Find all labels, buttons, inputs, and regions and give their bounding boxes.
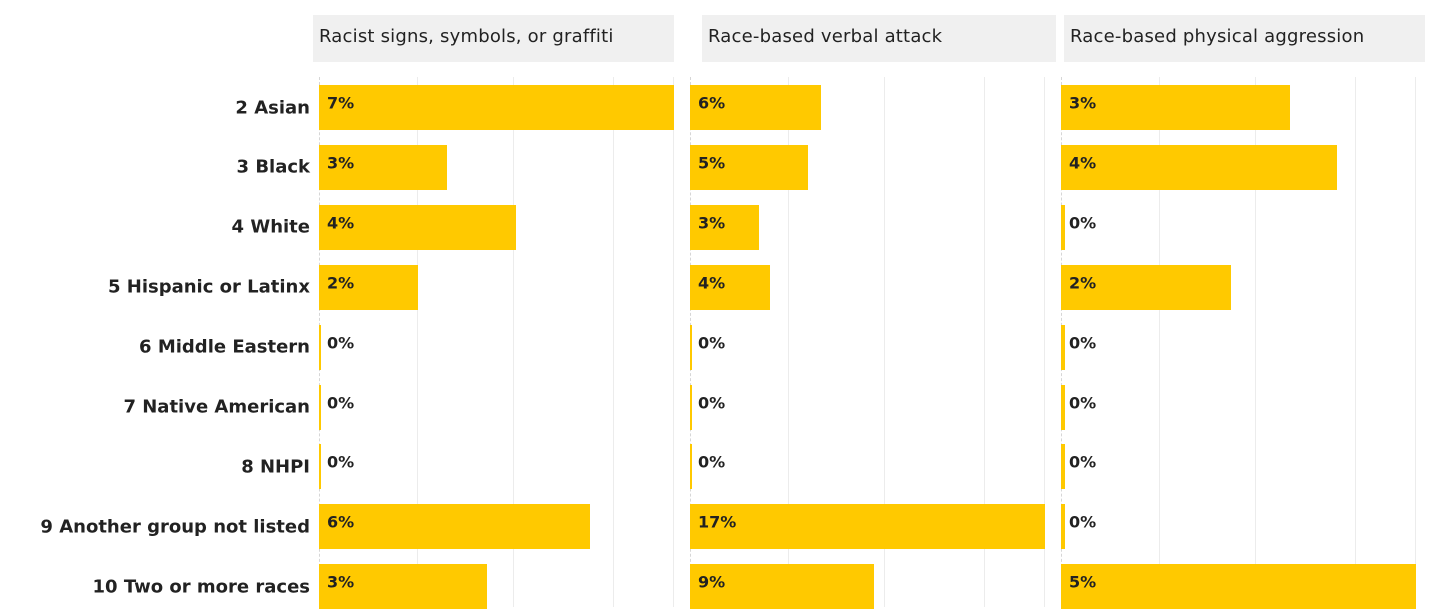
bar-value-label: 5% <box>698 153 726 173</box>
grid-line <box>673 77 674 607</box>
bar-value-label: 0% <box>1069 213 1097 233</box>
bar <box>319 564 487 609</box>
bar <box>319 324 322 370</box>
bar <box>690 204 760 250</box>
panel-header: Race-based verbal attack <box>702 15 1056 62</box>
bar-value-label: 3% <box>327 572 355 592</box>
panel-title: Racist signs, symbols, or graffiti <box>319 26 614 47</box>
bar-value-label: 17% <box>698 512 737 532</box>
row-label: 10 Two or more races <box>92 576 310 598</box>
bar-value-label: 2% <box>1069 273 1097 293</box>
grid-line <box>884 77 885 607</box>
grid-line <box>984 77 985 607</box>
bar <box>690 144 809 190</box>
bar-value-label: 0% <box>698 452 726 472</box>
bar <box>690 264 770 310</box>
bar <box>690 504 1045 550</box>
bar-value-label: 3% <box>698 213 726 233</box>
grid-line <box>1415 77 1416 607</box>
bar-value-label: 5% <box>1069 572 1097 592</box>
bar-value-label: 0% <box>1069 393 1097 412</box>
bar <box>319 85 674 130</box>
bar-value-label: 0% <box>327 452 355 472</box>
row-label: 4 White <box>231 216 310 238</box>
row-label: 6 Middle Eastern <box>139 336 310 358</box>
bar-value-label: 0% <box>327 393 355 412</box>
bar <box>319 384 322 430</box>
bar <box>690 85 821 130</box>
bar-value-label: 3% <box>327 153 355 173</box>
bar-value-label: 7% <box>327 93 355 113</box>
bar-value-label: 2% <box>327 273 355 293</box>
grid-line <box>613 77 614 607</box>
grid-line <box>513 77 514 607</box>
bar <box>1061 264 1231 310</box>
panel-header: Race-based physical aggression <box>1064 15 1425 62</box>
bar <box>1061 384 1065 430</box>
row-label: 7 Native American <box>123 396 310 418</box>
bar <box>1061 444 1065 490</box>
grid-line <box>1255 77 1256 607</box>
grid-line <box>1159 77 1160 607</box>
bar-value-label: 0% <box>1069 452 1097 472</box>
bar-value-label: 0% <box>698 393 726 412</box>
bar <box>690 384 692 430</box>
bar <box>1061 204 1065 250</box>
bar-value-label: 4% <box>327 213 355 233</box>
bar <box>1061 564 1416 609</box>
bar <box>690 324 692 370</box>
bar <box>1061 144 1338 190</box>
panel-title: Race-based physical aggression <box>1070 26 1365 47</box>
bar <box>1061 504 1065 550</box>
bar <box>1061 324 1065 370</box>
bar-value-label: 3% <box>1069 93 1097 113</box>
bar <box>690 564 874 609</box>
panel-header: Racist signs, symbols, or graffiti <box>313 15 674 62</box>
row-label: 3 Black <box>236 156 310 178</box>
row-label: 2 Asian <box>235 97 310 118</box>
bar-value-label: 0% <box>1069 512 1097 532</box>
grid-line <box>417 77 418 607</box>
bar <box>690 444 692 490</box>
bar-value-label: 0% <box>698 333 726 353</box>
bar-value-label: 0% <box>1069 333 1097 353</box>
bar <box>319 444 322 490</box>
bar <box>319 144 448 190</box>
bar-value-label: 4% <box>698 273 726 293</box>
bar-value-label: 6% <box>327 512 355 532</box>
panel-title: Race-based verbal attack <box>708 26 943 47</box>
bar-value-label: 6% <box>698 93 726 113</box>
grid-line <box>1044 77 1045 607</box>
bar <box>319 504 591 550</box>
bar <box>1061 85 1290 130</box>
row-label: 9 Another group not listed <box>40 516 310 538</box>
bar <box>319 204 517 250</box>
grid-line <box>788 77 789 607</box>
bar-value-label: 9% <box>698 572 726 592</box>
row-label: 5 Hispanic or Latinx <box>107 276 310 298</box>
bar-value-label: 0% <box>327 333 355 353</box>
bar-value-label: 4% <box>1069 153 1097 173</box>
bar <box>319 264 418 310</box>
row-label: 8 NHPI <box>241 456 310 478</box>
grid-line <box>1355 77 1356 607</box>
